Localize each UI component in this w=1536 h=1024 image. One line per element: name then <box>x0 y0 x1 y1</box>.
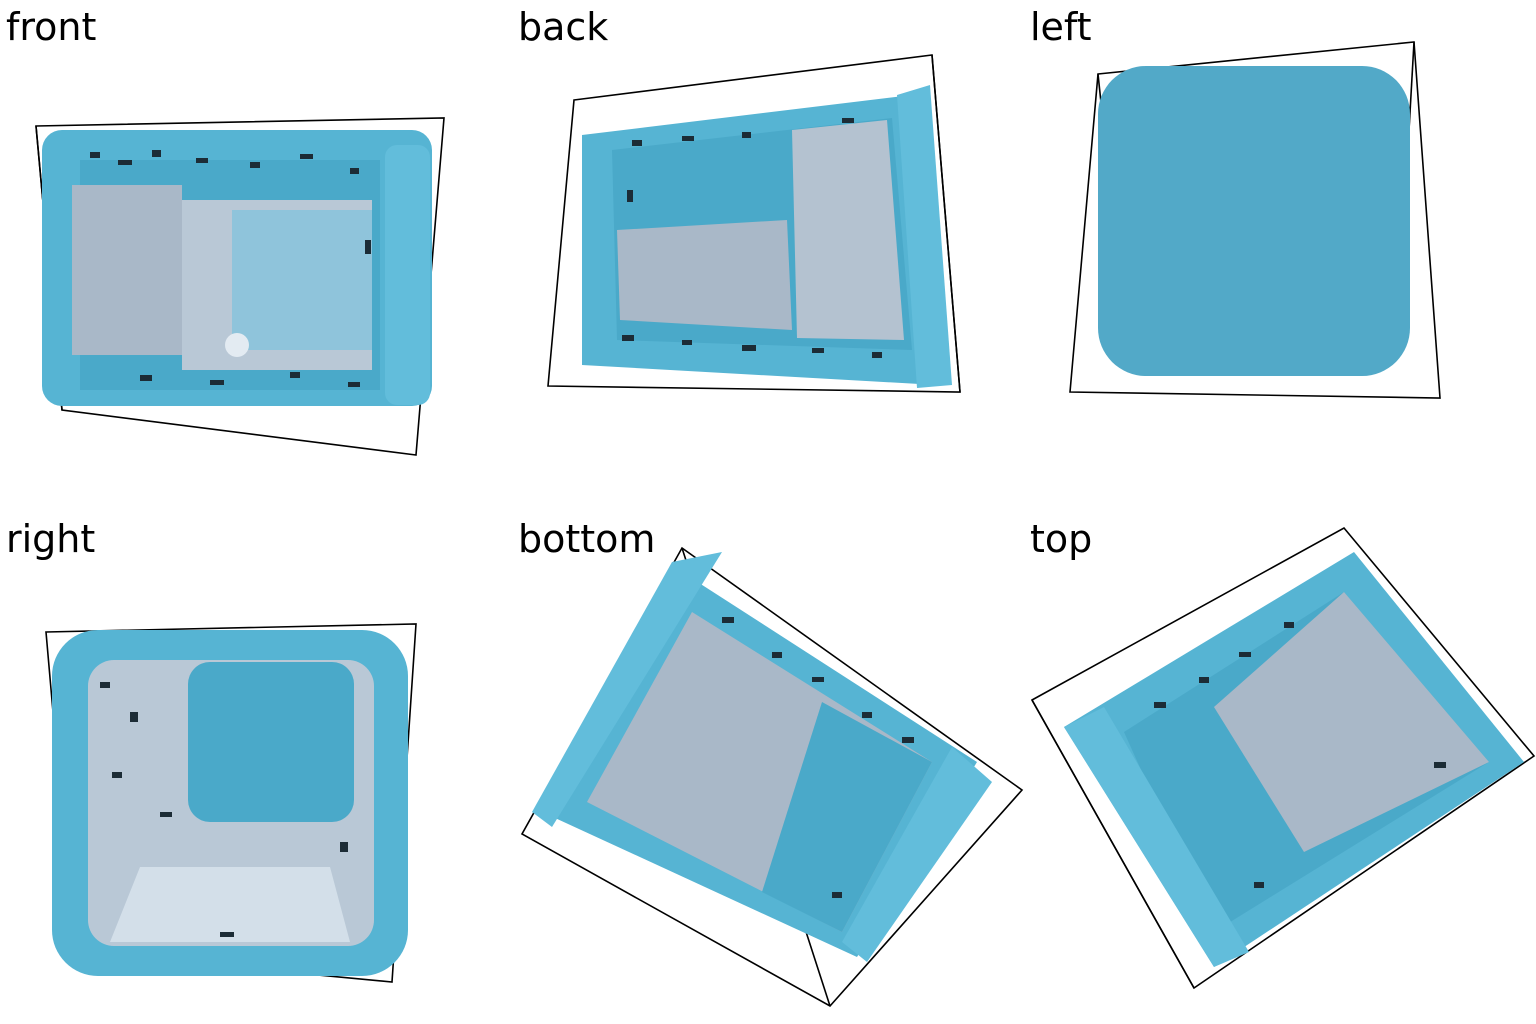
object-mesh <box>582 85 952 388</box>
view-label-front: front <box>6 6 96 48</box>
view-label-right: right <box>6 518 95 560</box>
object-mesh <box>52 630 408 976</box>
top-render <box>1024 512 1536 1024</box>
object-mesh <box>1098 66 1410 376</box>
view-label-left: left <box>1030 6 1092 48</box>
view-panel-left: left <box>1024 0 1536 512</box>
view-label-bottom: bottom <box>518 518 655 560</box>
right-render <box>0 512 512 1024</box>
back-render <box>512 0 1024 512</box>
front-render <box>0 0 512 512</box>
view-panel-right: right <box>0 512 512 1024</box>
object-mesh <box>42 130 432 406</box>
view-panel-back: back <box>512 0 1024 512</box>
view-label-top: top <box>1030 518 1092 560</box>
left-render <box>1024 0 1536 512</box>
view-panel-front: front <box>0 0 512 512</box>
object-mesh <box>1064 552 1524 967</box>
bottom-render <box>512 512 1024 1024</box>
view-panel-bottom: bottom <box>512 512 1024 1024</box>
view-label-back: back <box>518 6 608 48</box>
view-panel-top: top <box>1024 512 1536 1024</box>
